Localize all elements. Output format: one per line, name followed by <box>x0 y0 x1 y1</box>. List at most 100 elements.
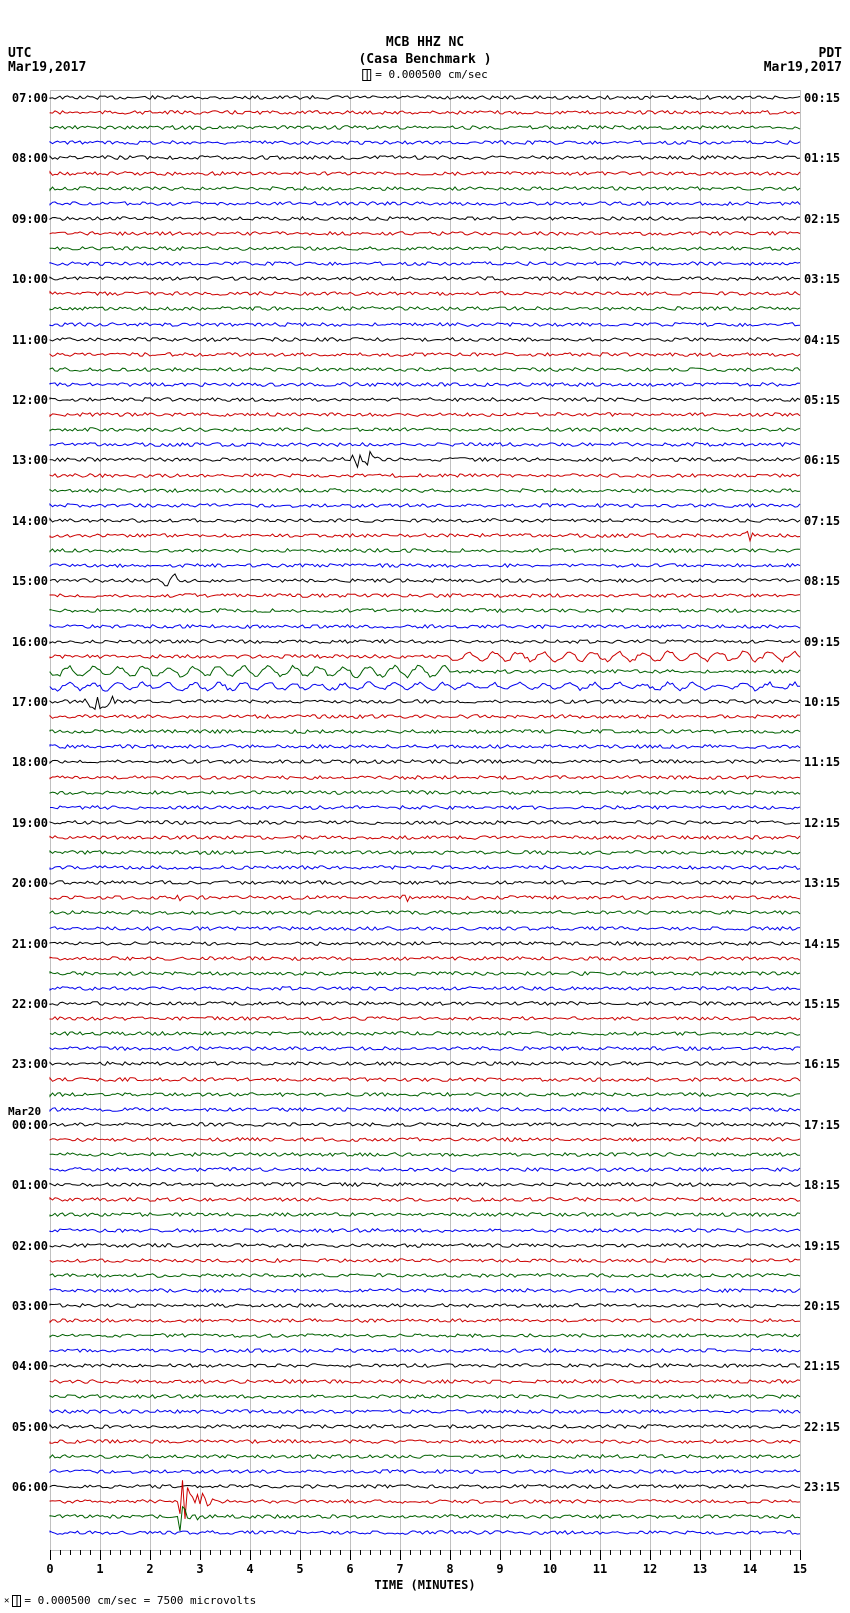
utc-hour-label: 11:00 <box>2 333 48 347</box>
seismic-trace <box>50 679 800 694</box>
tz-left: UTC <box>8 46 31 61</box>
seismic-trace <box>50 1449 800 1464</box>
date-right: Mar19,2017 <box>764 60 842 75</box>
x-tick-label: 1 <box>96 1562 103 1576</box>
utc-hour-label: 17:00 <box>2 695 48 709</box>
seismic-trace <box>50 1041 800 1056</box>
seismic-trace <box>50 1525 800 1540</box>
pdt-hour-label: 06:15 <box>804 453 840 467</box>
seismic-trace <box>50 634 800 649</box>
seismic-trace <box>50 1343 800 1358</box>
seismic-trace <box>50 1374 800 1389</box>
seismic-trace <box>50 664 800 679</box>
pdt-hour-label: 18:15 <box>804 1178 840 1192</box>
seismic-trace <box>50 709 800 724</box>
utc-hour-label: 09:00 <box>2 212 48 226</box>
seismic-trace <box>50 573 800 588</box>
seismic-trace <box>50 286 800 301</box>
x-tick-label: 6 <box>346 1562 353 1576</box>
utc-hour-label: 19:00 <box>2 816 48 830</box>
seismic-trace <box>50 649 800 664</box>
utc-hour-label: 02:00 <box>2 1239 48 1253</box>
utc-hour-label: 10:00 <box>2 272 48 286</box>
seismic-trace <box>50 1056 800 1071</box>
seismic-trace <box>50 1283 800 1298</box>
x-tick-label: 3 <box>196 1562 203 1576</box>
seismic-trace <box>50 150 800 165</box>
pdt-hour-label: 12:15 <box>804 816 840 830</box>
pdt-hour-label: 21:15 <box>804 1359 840 1373</box>
seismic-trace <box>50 558 800 573</box>
seismic-trace <box>50 1162 800 1177</box>
plot-area <box>50 90 800 1550</box>
pdt-hour-label: 14:15 <box>804 937 840 951</box>
seismic-trace <box>50 392 800 407</box>
pdt-hour-label: 11:15 <box>804 755 840 769</box>
footer: ✕ = 0.000500 cm/sec = 7500 microvolts <box>4 1594 256 1607</box>
header: MCB HHZ NC (Casa Benchmark ) <box>0 35 850 69</box>
seismic-trace <box>50 1479 800 1494</box>
seismic-trace <box>50 1011 800 1026</box>
seismic-trace <box>50 890 800 905</box>
seismic-trace <box>50 452 800 467</box>
seismic-trace <box>50 694 800 709</box>
seismic-trace <box>50 875 800 890</box>
station-name: (Casa Benchmark ) <box>0 52 850 69</box>
seismic-trace <box>50 181 800 196</box>
seismic-trace <box>50 422 800 437</box>
seismic-trace <box>50 226 800 241</box>
pdt-hour-label: 02:15 <box>804 212 840 226</box>
seismic-trace <box>50 966 800 981</box>
seismic-trace <box>50 588 800 603</box>
seismic-trace <box>50 785 800 800</box>
x-tick-label: 7 <box>396 1562 403 1576</box>
seismic-trace <box>50 1072 800 1087</box>
pdt-hour-label: 08:15 <box>804 574 840 588</box>
utc-hour-label: 20:00 <box>2 876 48 890</box>
seismic-trace <box>50 1268 800 1283</box>
x-tick-label: 8 <box>446 1562 453 1576</box>
seismic-trace <box>50 543 800 558</box>
pdt-hour-label: 05:15 <box>804 393 840 407</box>
pdt-hour-label: 22:15 <box>804 1420 840 1434</box>
seismic-trace <box>50 332 800 347</box>
utc-hour-label: 13:00 <box>2 453 48 467</box>
seismic-trace <box>50 830 800 845</box>
seismic-trace <box>50 1238 800 1253</box>
seismic-trace <box>50 1404 800 1419</box>
x-axis-title: TIME (MINUTES) <box>374 1578 475 1592</box>
seismic-trace <box>50 528 800 543</box>
tz-right: PDT <box>819 46 842 61</box>
seismic-trace <box>50 347 800 362</box>
seismic-trace <box>50 619 800 634</box>
pdt-hour-label: 04:15 <box>804 333 840 347</box>
pdt-hour-label: 17:15 <box>804 1118 840 1132</box>
utc-hour-label: 21:00 <box>2 937 48 951</box>
seismic-trace <box>50 1434 800 1449</box>
seismic-trace <box>50 211 800 226</box>
seismic-trace <box>50 860 800 875</box>
scale-text: = 0.000500 cm/sec <box>375 68 488 81</box>
x-tick-label: 2 <box>146 1562 153 1576</box>
seismic-trace <box>50 513 800 528</box>
seismic-trace <box>50 407 800 422</box>
seismic-trace <box>50 1253 800 1268</box>
seismic-trace <box>50 1132 800 1147</box>
seismic-trace <box>50 166 800 181</box>
pdt-hour-label: 00:15 <box>804 91 840 105</box>
seismic-trace <box>50 135 800 150</box>
pdt-hour-label: 01:15 <box>804 151 840 165</box>
seismic-trace <box>50 1328 800 1343</box>
seismic-trace <box>50 1117 800 1132</box>
seismic-trace <box>50 241 800 256</box>
pdt-hour-label: 15:15 <box>804 997 840 1011</box>
seismic-trace <box>50 90 800 105</box>
seismic-trace <box>50 739 800 754</box>
seismic-trace <box>50 1389 800 1404</box>
x-tick-label: 5 <box>296 1562 303 1576</box>
seismic-trace <box>50 724 800 739</box>
seismic-trace <box>50 754 800 769</box>
seismic-trace <box>50 317 800 332</box>
seismic-trace <box>50 468 800 483</box>
utc-hour-label: 04:00 <box>2 1359 48 1373</box>
